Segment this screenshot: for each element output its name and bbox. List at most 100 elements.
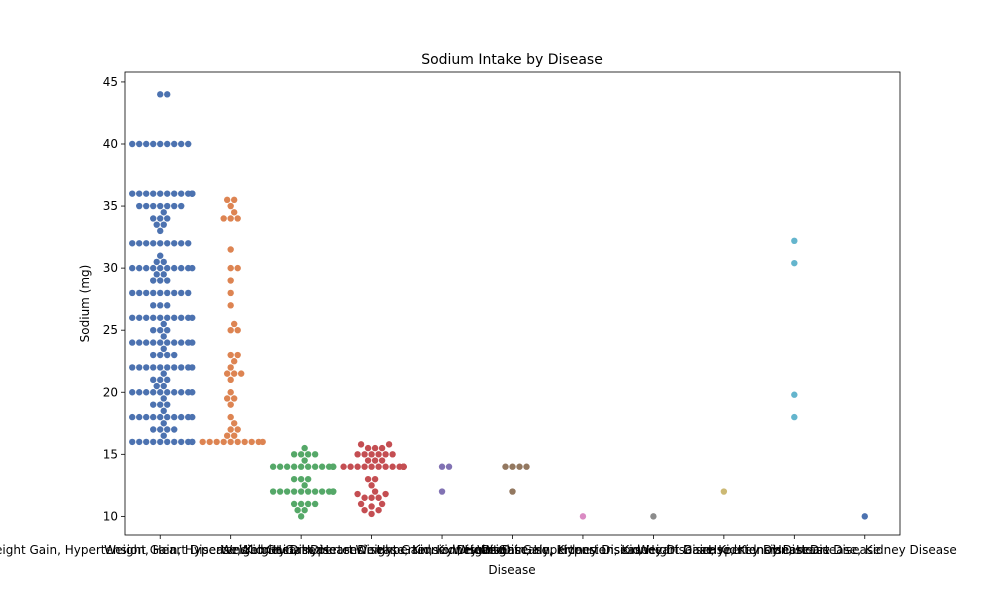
data-point xyxy=(136,190,143,197)
data-point xyxy=(318,488,326,495)
data-point xyxy=(150,314,157,321)
data-point xyxy=(171,426,178,433)
data-point xyxy=(164,351,171,359)
data-point xyxy=(259,438,266,446)
data-point xyxy=(189,413,196,421)
data-point xyxy=(178,413,185,421)
data-point xyxy=(171,190,178,197)
data-point xyxy=(150,364,157,371)
data-point xyxy=(150,389,157,396)
data-point xyxy=(311,451,319,458)
data-point xyxy=(364,457,372,464)
data-point xyxy=(153,258,160,266)
data-point xyxy=(150,264,157,272)
data-point xyxy=(347,463,354,470)
data-point xyxy=(227,426,234,433)
data-point xyxy=(297,451,305,458)
data-point xyxy=(171,240,178,247)
data-point xyxy=(153,382,160,390)
data-point xyxy=(297,475,305,483)
data-point xyxy=(157,426,164,433)
data-point xyxy=(164,389,171,396)
data-point xyxy=(171,289,178,297)
data-point xyxy=(178,240,185,247)
data-point xyxy=(368,510,375,518)
data-point xyxy=(283,488,291,495)
data-point xyxy=(248,438,255,446)
data-point xyxy=(269,488,277,495)
data-point xyxy=(171,351,178,359)
x-tick-label: Weight Gain, Kidney Disease xyxy=(637,543,810,557)
y-tick-label: 25 xyxy=(103,323,118,337)
data-point xyxy=(354,490,361,498)
data-point xyxy=(143,314,150,321)
data-point xyxy=(150,401,157,408)
data-point xyxy=(136,438,143,446)
data-point xyxy=(230,395,238,402)
data-point xyxy=(361,494,368,501)
data-point xyxy=(227,277,234,284)
data-point xyxy=(241,438,248,446)
data-point xyxy=(171,314,178,321)
data-point xyxy=(150,140,157,148)
data-point xyxy=(129,438,136,446)
data-point xyxy=(213,438,220,446)
y-tick-label: 35 xyxy=(103,199,118,213)
data-point xyxy=(143,289,150,297)
data-point xyxy=(189,364,196,371)
data-point xyxy=(234,351,241,359)
data-point xyxy=(178,190,185,197)
data-point xyxy=(234,438,241,446)
data-point xyxy=(160,209,167,216)
data-point xyxy=(178,364,185,371)
x-tick-label: Hypertension, Heart Disease, Kidney Dise… xyxy=(377,543,649,557)
data-point xyxy=(297,488,305,495)
data-point xyxy=(290,488,298,495)
data-point xyxy=(150,413,157,421)
data-point xyxy=(382,490,389,498)
data-point xyxy=(290,463,298,470)
data-point xyxy=(143,413,150,421)
x-tick-label: Weight Gain, Hypertension, Heart Disease… xyxy=(477,543,830,557)
data-point xyxy=(160,407,167,415)
data-point xyxy=(160,432,167,439)
data-point xyxy=(297,500,305,508)
data-point xyxy=(378,500,386,508)
data-point xyxy=(143,264,150,272)
data-point xyxy=(150,376,157,384)
data-point xyxy=(160,382,167,390)
data-point xyxy=(354,463,361,470)
data-point xyxy=(129,389,136,396)
data-point xyxy=(171,339,178,346)
data-point xyxy=(509,488,516,495)
data-point xyxy=(389,451,396,458)
data-point xyxy=(523,463,530,470)
data-point xyxy=(206,438,213,446)
data-point xyxy=(227,302,234,309)
data-point xyxy=(129,413,136,421)
data-point xyxy=(157,240,164,247)
data-point xyxy=(223,432,231,439)
data-point xyxy=(861,513,868,520)
data-point xyxy=(164,438,171,446)
y-tick-label: 30 xyxy=(103,261,118,275)
data-point xyxy=(375,506,382,514)
data-point xyxy=(297,513,305,520)
data-point xyxy=(227,264,234,272)
data-point xyxy=(136,289,143,297)
data-point xyxy=(502,463,509,470)
y-tick-label: 20 xyxy=(103,385,118,399)
data-point xyxy=(157,326,164,334)
data-point xyxy=(301,506,308,514)
data-point xyxy=(368,482,375,489)
y-tick-label: 15 xyxy=(103,447,118,461)
data-point xyxy=(185,140,192,148)
data-point xyxy=(143,339,150,346)
data-point xyxy=(223,370,231,377)
data-point xyxy=(164,202,171,210)
data-point xyxy=(143,202,150,210)
x-tick-label: Hypertension, Heart Disease xyxy=(708,543,880,557)
data-point xyxy=(157,364,164,371)
data-point xyxy=(136,240,143,247)
data-point xyxy=(178,314,185,321)
